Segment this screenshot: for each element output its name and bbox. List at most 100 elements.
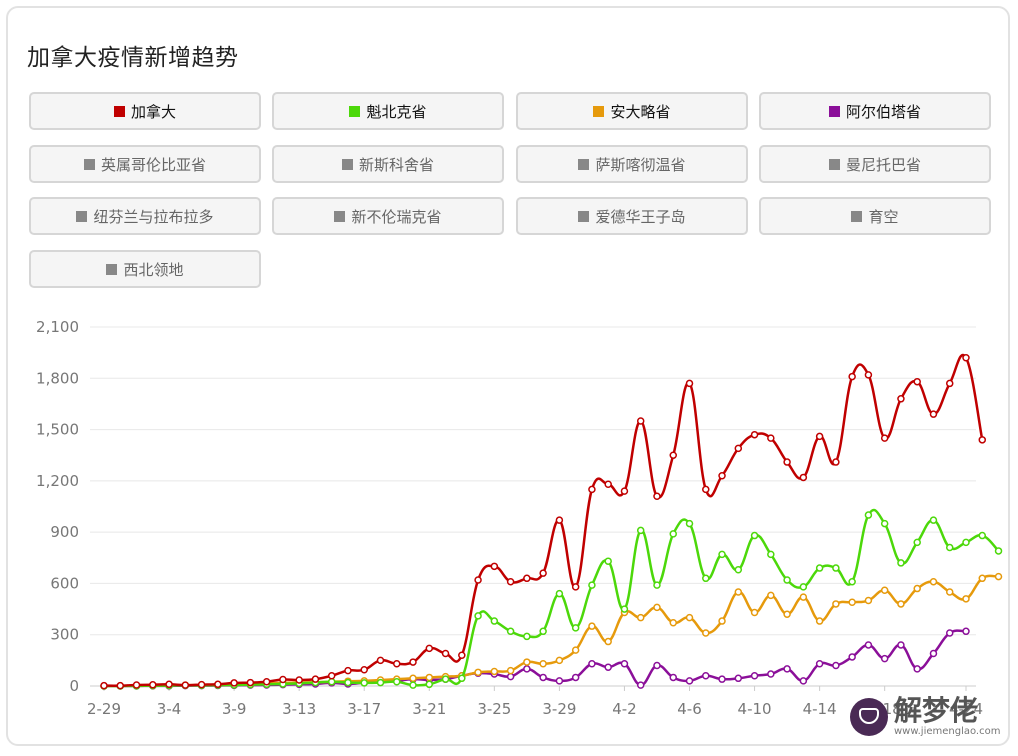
- legend-item[interactable]: 加拿大: [29, 92, 261, 130]
- legend-item[interactable]: 英属哥伦比亚省: [29, 145, 261, 183]
- y-tick-label: 2,100: [36, 318, 79, 336]
- data-point: [571, 673, 580, 682]
- data-point: [620, 605, 629, 613]
- data-point: [718, 675, 726, 683]
- x-tick-label: 3-4: [157, 700, 182, 718]
- data-point: [945, 379, 954, 388]
- data-point: [669, 451, 677, 459]
- x-tick-label: 3-9: [222, 700, 247, 718]
- legend-label: 育空: [868, 207, 899, 226]
- data-point: [653, 603, 661, 612]
- data-point: [799, 583, 808, 591]
- data-point: [636, 526, 645, 535]
- data-point: [620, 660, 629, 668]
- series-line: [103, 353, 984, 687]
- legend-item[interactable]: 魁北克省: [272, 92, 504, 130]
- watermark-url: www.jiemenglao.com: [894, 726, 1001, 737]
- legend-item[interactable]: 爱德华王子岛: [516, 197, 748, 235]
- data-point: [327, 671, 336, 680]
- data-point: [750, 671, 759, 680]
- data-point: [441, 675, 450, 683]
- data-point: [848, 653, 856, 661]
- data-point: [864, 511, 873, 519]
- data-point: [669, 530, 677, 538]
- data-point: [620, 487, 629, 495]
- data-point: [832, 661, 840, 670]
- data-point: [588, 581, 596, 589]
- data-point: [523, 574, 531, 583]
- legend-label: 曼尼托巴省: [845, 155, 921, 174]
- page-title: 加拿大疫情新增趋势: [27, 45, 239, 71]
- data-point: [425, 644, 434, 653]
- data-point: [897, 395, 905, 403]
- legend-item[interactable]: 萨斯喀彻温省: [516, 145, 748, 183]
- legend-item[interactable]: 新斯科舍省: [272, 145, 504, 183]
- data-point: [197, 680, 206, 689]
- legend-swatch: [578, 158, 590, 170]
- data-point: [279, 675, 287, 684]
- legend-swatch: [593, 105, 605, 117]
- data-point: [864, 371, 873, 379]
- legend-label: 英属哥伦比亚省: [100, 155, 206, 174]
- data-point: [393, 660, 401, 668]
- data-point: [262, 677, 271, 686]
- data-point: [539, 569, 547, 577]
- legend-swatch: [828, 105, 840, 117]
- legend-item[interactable]: 新不伦瑞克省: [272, 197, 504, 235]
- watermark-logo-icon: [850, 698, 888, 736]
- data-point: [230, 679, 238, 687]
- data-point: [669, 618, 677, 627]
- data-point: [181, 681, 190, 689]
- legend-item[interactable]: 西北领地: [29, 250, 261, 288]
- legend-item[interactable]: 育空: [759, 197, 991, 235]
- watermark-text: 解梦佬: [894, 694, 979, 727]
- legend-label: 萨斯喀彻温省: [595, 155, 686, 174]
- legend-label: 新不伦瑞克省: [351, 207, 442, 226]
- data-point: [945, 543, 954, 552]
- data-point: [604, 663, 612, 671]
- legend-item[interactable]: 安大略省: [516, 92, 748, 130]
- data-point: [718, 617, 726, 625]
- data-point: [897, 559, 905, 567]
- x-tick-label: 3-17: [347, 700, 381, 718]
- data-point: [555, 516, 564, 524]
- y-tick-label: 1,200: [36, 472, 79, 490]
- data-point: [295, 676, 303, 684]
- legend-swatch: [341, 158, 353, 170]
- data-point: [734, 444, 743, 453]
- legend-item[interactable]: 阿尔伯塔省: [759, 92, 991, 130]
- data-point: [767, 550, 775, 559]
- legend-swatch: [349, 105, 361, 117]
- data-point: [425, 680, 434, 689]
- data-point: [604, 557, 612, 565]
- data-point: [523, 665, 531, 673]
- data-point: [458, 651, 466, 659]
- legend-swatch: [106, 263, 118, 275]
- data-point: [815, 432, 824, 441]
- data-point: [994, 547, 1003, 555]
- legend-item[interactable]: 曼尼托巴省: [759, 145, 991, 183]
- data-point: [880, 519, 889, 528]
- data-point: [880, 434, 889, 442]
- x-tick-label: 2-29: [87, 700, 121, 718]
- legend-item[interactable]: 纽芬兰与拉布拉多: [29, 197, 261, 235]
- data-point: [100, 681, 108, 690]
- data-point: [588, 660, 596, 668]
- data-point: [832, 458, 840, 466]
- data-point: [490, 667, 499, 676]
- data-point: [880, 654, 889, 663]
- data-point: [669, 673, 677, 682]
- data-point: [783, 458, 791, 466]
- data-point: [149, 681, 157, 689]
- data-point: [718, 550, 726, 559]
- data-point: [653, 581, 661, 589]
- legend-swatch: [334, 210, 346, 222]
- legend-swatch: [828, 158, 840, 170]
- data-point: [539, 660, 547, 668]
- data-point: [539, 627, 547, 636]
- data-point: [815, 660, 824, 668]
- data-point: [311, 675, 320, 683]
- data-point: [344, 678, 352, 687]
- legend-label: 新斯科舍省: [358, 155, 434, 174]
- data-point: [864, 641, 873, 649]
